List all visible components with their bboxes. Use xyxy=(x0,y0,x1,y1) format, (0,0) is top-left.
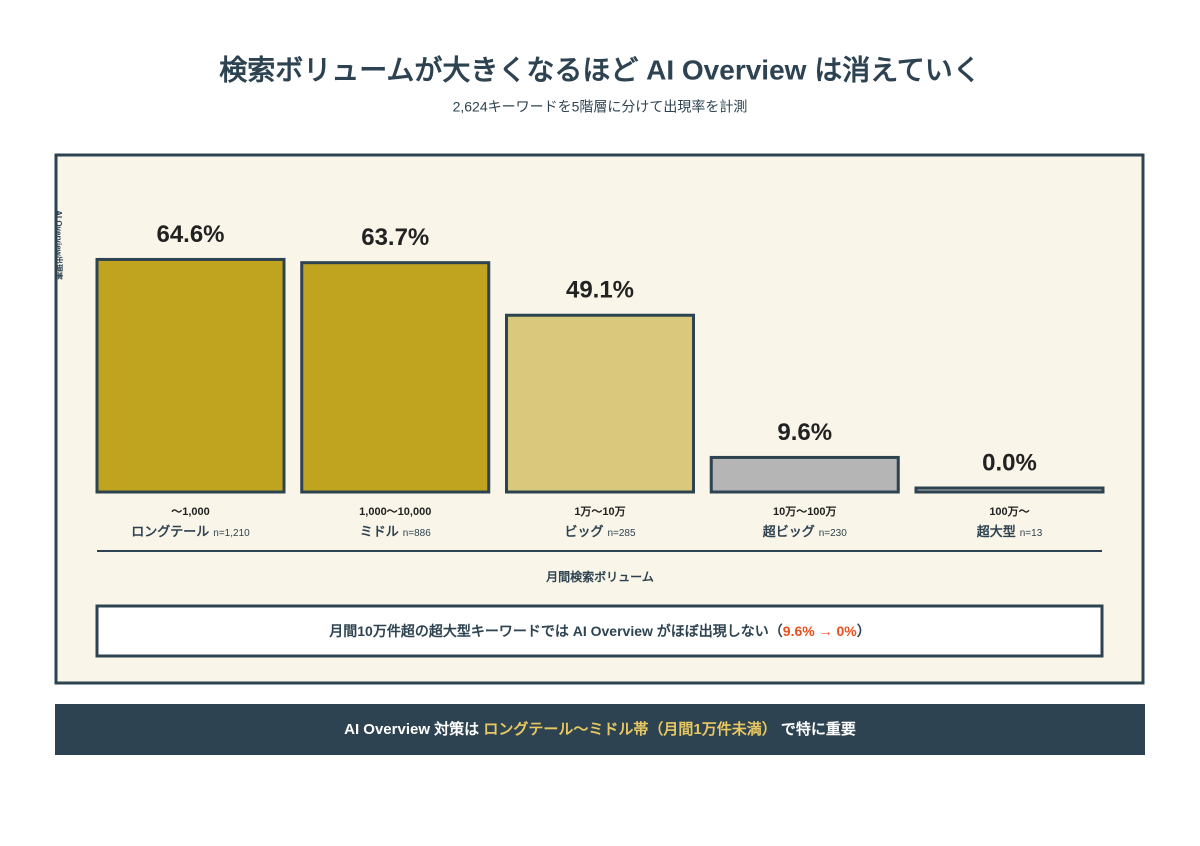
x-tick-label: 10万〜100万 xyxy=(773,505,837,518)
bar xyxy=(914,486,1105,494)
sample-size: n=285 xyxy=(607,528,636,539)
annotation-text: ） xyxy=(857,623,871,639)
bar xyxy=(709,455,900,494)
annotation-highlight: 9.6% → 0% xyxy=(783,623,857,639)
sample-size: n=886 xyxy=(403,528,432,539)
value-label: 49.1% xyxy=(566,277,634,304)
footer-text: AI Overview 対策は xyxy=(344,720,483,738)
tier-name: 超大型 xyxy=(977,524,1016,539)
tier-label: 超大型 n=13 xyxy=(977,524,1043,539)
x-axis-label: 月間検索ボリューム xyxy=(545,569,654,584)
bar xyxy=(300,261,491,494)
sample-size: n=1,210 xyxy=(213,528,250,539)
annotation-text: 月間10万件超の超大型キーワードでは AI Overview がほぼ出現しない（ xyxy=(328,623,783,639)
tier-name: ロングテール xyxy=(131,524,209,539)
tier-name: 超ビッグ xyxy=(763,524,815,539)
footer-banner xyxy=(55,704,1145,755)
value-label: 63.7% xyxy=(361,224,429,251)
footer-text: で特に重要 xyxy=(777,720,856,738)
tier-name: ビッグ xyxy=(564,524,603,539)
x-tick-label: 100万〜 xyxy=(989,505,1029,518)
tier-label: ロングテール n=1,210 xyxy=(131,524,250,539)
bar xyxy=(505,313,695,494)
tier-label: ビッグ n=285 xyxy=(564,524,636,539)
chart-title: 検索ボリュームが大きくなるほど AI Overview は消えていく xyxy=(219,53,981,85)
sample-size: n=13 xyxy=(1020,528,1043,539)
y-axis-label: AI Overview出現率 xyxy=(54,210,64,280)
tier-label: 超ビッグ n=230 xyxy=(763,524,848,539)
value-label: 0.0% xyxy=(982,449,1037,476)
tier-label: ミドル n=886 xyxy=(360,524,432,539)
x-tick-label: 1,000〜10,000 xyxy=(359,506,431,518)
value-label: 9.6% xyxy=(777,419,832,446)
annotation-box xyxy=(95,604,1104,658)
tier-name: ミドル xyxy=(360,524,399,539)
sample-size: n=230 xyxy=(819,528,848,539)
footer: AI Overview 対策は ロングテール〜ミドル帯（月間1万件未満） で特に… xyxy=(344,720,856,738)
x-tick-label: 1万〜10万 xyxy=(574,505,625,518)
bar xyxy=(95,257,286,494)
footer-highlight: ロングテール〜ミドル帯（月間1万件未満） xyxy=(483,720,776,738)
annotation: 月間10万件超の超大型キーワードでは AI Overview がほぼ出現しない（… xyxy=(328,623,870,639)
x-tick-label: 〜1,000 xyxy=(171,506,210,518)
chart-subtitle: 2,624キーワードを5階層に分けて出現率を計測 xyxy=(453,99,748,115)
value-label: 64.6% xyxy=(156,221,224,248)
